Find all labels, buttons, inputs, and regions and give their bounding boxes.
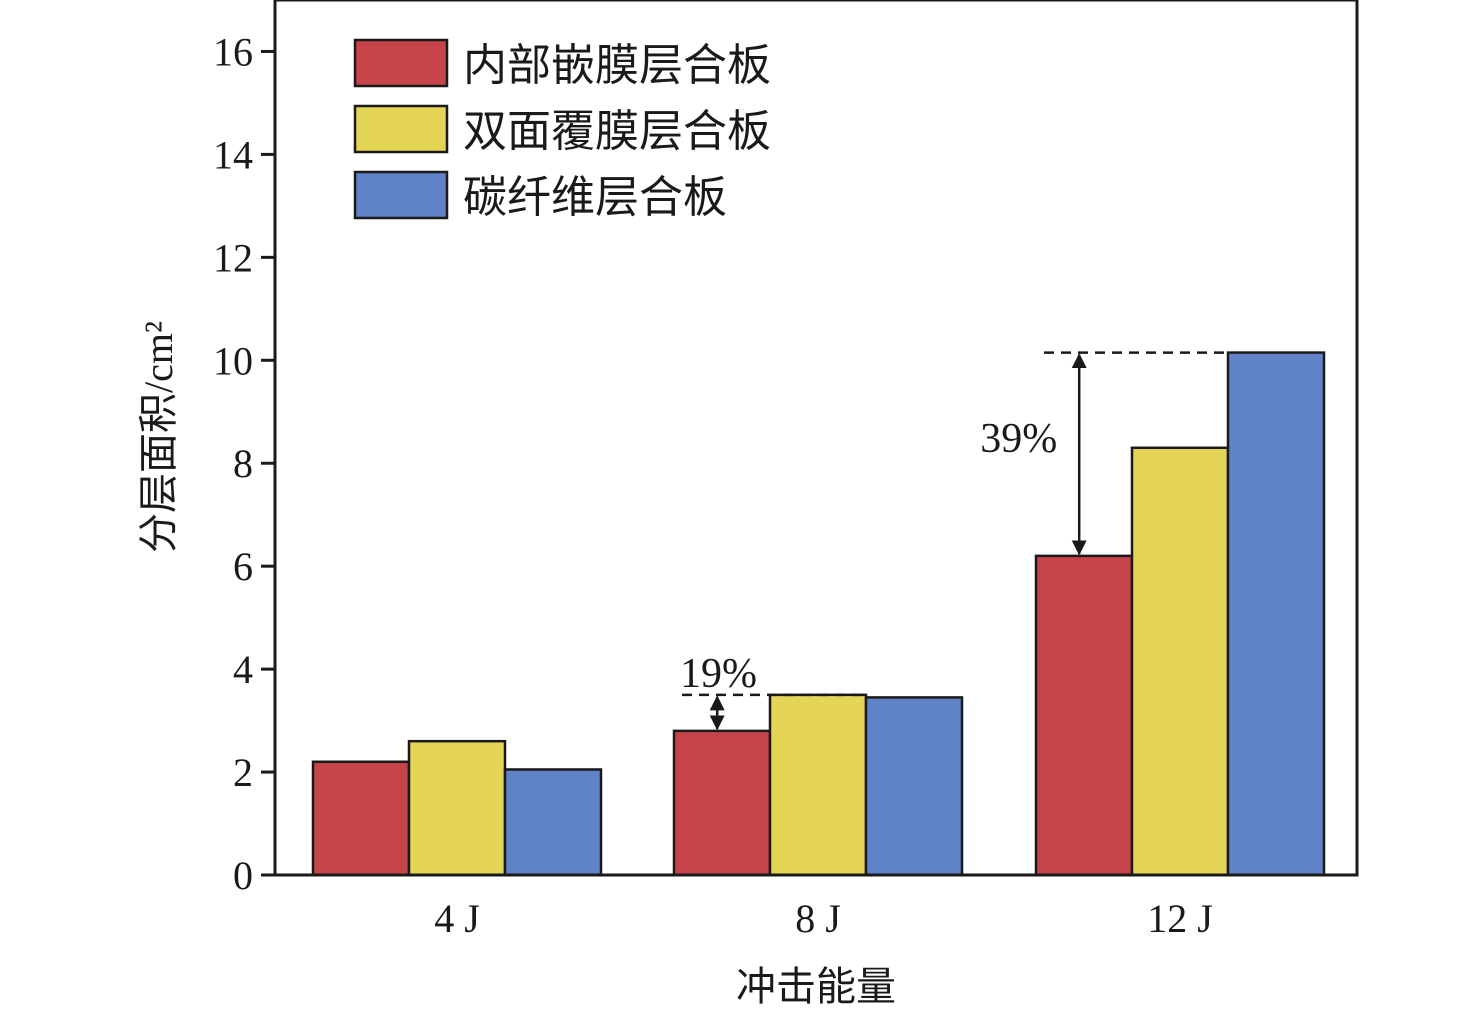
bar-2-2 [768,693,868,877]
bar-1-3 [1034,554,1134,877]
bar-1-1 [311,760,411,877]
y-tick-label: 4 [233,647,253,692]
legend-swatch [353,170,449,220]
bar-3-2 [864,696,964,877]
annotations-group: 19% 39% [680,351,1228,731]
y-axis-title: 分层面积/cm² [136,321,181,553]
y-tick-label: 8 [233,441,253,486]
annotation-label: 39% [980,416,1057,462]
y-tick-label: 14 [213,132,253,177]
y-axis: 0 2 4 6 8 10 12 14 16 [213,29,275,898]
legend-swatch [353,38,449,88]
legend-label: 内部嵌膜层合板 [463,41,771,90]
bar-3-3 [1226,351,1326,877]
bar-1-2 [672,729,772,877]
annotation-label: 19% [680,651,757,697]
x-axis-title: 冲击能量 [736,964,896,1009]
plot-frame [273,0,1359,877]
x-axis: 4 J 8 J 12 J [434,896,1213,941]
y-tick-label: 6 [233,544,253,589]
legend-label: 双面覆膜层合板 [463,107,771,156]
y-tick-label: 0 [233,853,253,898]
bar-2-1 [407,739,507,877]
bar-3-1 [503,768,603,877]
legend-swatch [353,104,449,154]
x-tick-label: 8 J [795,896,841,941]
x-tick-label: 4 J [434,896,480,941]
bar-2-3 [1130,446,1230,877]
y-tick-label: 2 [233,750,253,795]
y-tick-label: 10 [213,338,253,383]
x-tick-label: 12 J [1147,896,1213,941]
bars-group [311,351,1326,877]
y-tick-label: 16 [213,29,253,74]
legend-label: 碳纤维层合板 [463,173,727,222]
y-tick-label: 12 [213,235,253,280]
